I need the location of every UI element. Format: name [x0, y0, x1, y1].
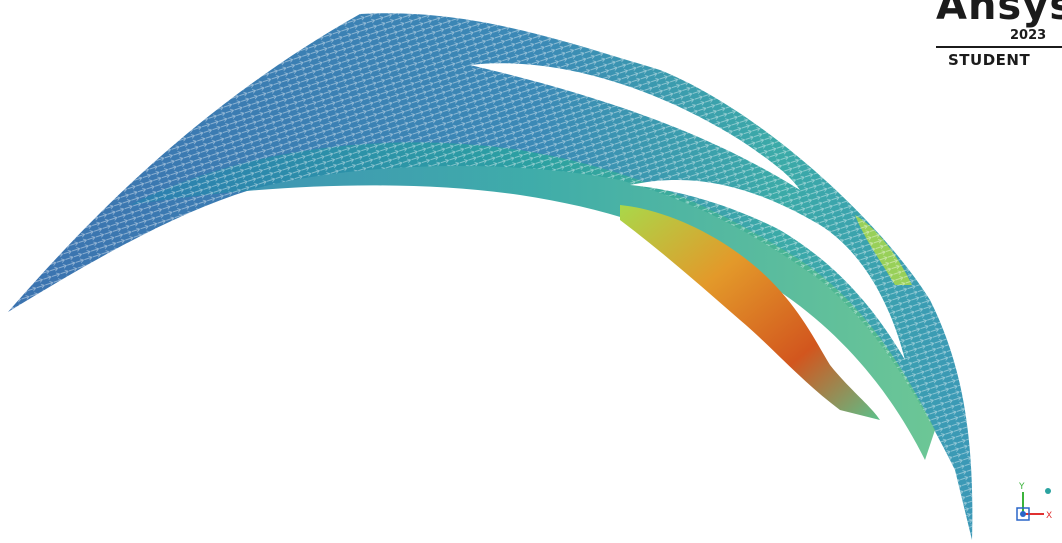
high-velocity-jet	[620, 205, 880, 420]
watermark-edition: STUDENT	[948, 51, 1031, 69]
y-axis-label: Y	[1018, 482, 1025, 492]
z-axis-box	[1016, 507, 1030, 521]
x-axis-label: X	[1046, 511, 1052, 521]
axis-triad-graphic: Y X	[1016, 482, 1052, 521]
watermark-year: 2023	[1010, 28, 1047, 43]
vector-arrows-overlay	[8, 13, 973, 541]
watermark-divider	[936, 46, 1062, 48]
z-axis-dot	[1020, 511, 1026, 517]
view-orbit-dot	[1045, 488, 1051, 494]
axis-triad-icon[interactable]: Y X	[1008, 478, 1062, 528]
watermark-brand: Ansys	[936, 0, 1062, 29]
ansys-student-watermark: Ansys 2023 STUDENT	[936, 0, 1062, 69]
